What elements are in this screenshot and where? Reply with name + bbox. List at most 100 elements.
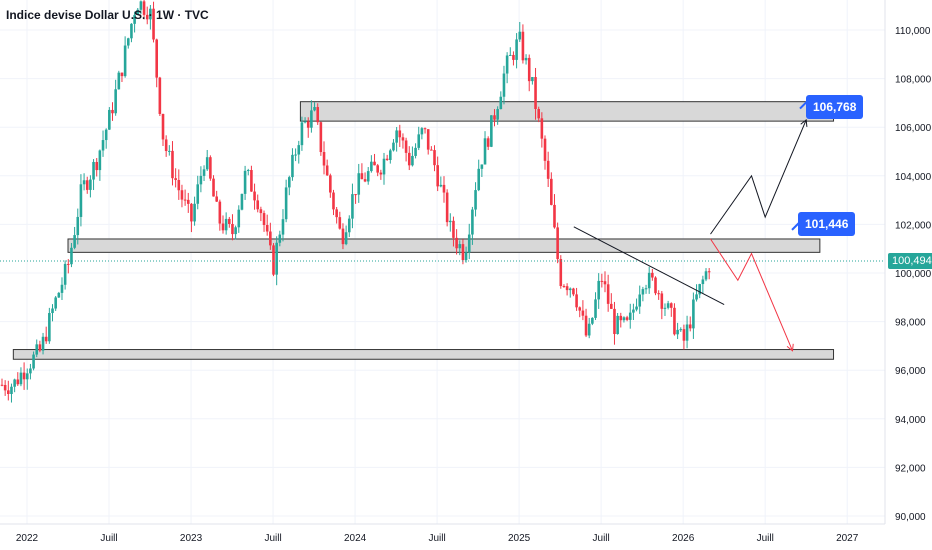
candle-body xyxy=(458,244,462,249)
candle-body xyxy=(701,279,705,285)
candle-body xyxy=(537,108,540,119)
y-tick-label: 110,000 xyxy=(895,26,931,37)
candle-body xyxy=(493,115,496,120)
x-tick-label: 2026 xyxy=(672,533,695,544)
candle-body xyxy=(136,9,140,15)
candle-body xyxy=(464,252,468,261)
support-resistance-zone[interactable] xyxy=(299,101,835,122)
y-tick-label: 102,000 xyxy=(895,220,932,231)
candle-body xyxy=(543,138,547,161)
candle-body xyxy=(411,155,414,166)
candle-body xyxy=(54,297,57,309)
candle-body xyxy=(407,152,411,166)
support-resistance-zone[interactable] xyxy=(67,238,821,253)
candle-body xyxy=(212,178,215,197)
support-resistance-zone[interactable] xyxy=(12,349,835,360)
candle-body xyxy=(341,228,345,245)
candle-body xyxy=(483,138,487,165)
projection-up-path[interactable] xyxy=(710,119,807,235)
candle-body xyxy=(41,336,45,351)
candle-body xyxy=(426,129,430,150)
candle-body xyxy=(161,113,165,140)
candle-body xyxy=(423,128,427,130)
candle-body xyxy=(287,177,291,188)
candle-body xyxy=(66,263,70,265)
candle-body xyxy=(101,140,105,151)
candle-body xyxy=(581,310,585,316)
x-tick-label: 2025 xyxy=(508,533,531,544)
candle-body xyxy=(347,218,351,233)
candle-body xyxy=(29,368,32,374)
candle-body xyxy=(126,38,130,46)
candle-body xyxy=(603,281,607,285)
y-tick-label: 98,000 xyxy=(895,318,926,329)
candle-body xyxy=(164,139,168,151)
candle-body xyxy=(420,128,424,135)
y-tick-label: 106,000 xyxy=(895,123,932,134)
candle-body xyxy=(35,344,39,355)
candles xyxy=(0,0,711,403)
candle-body xyxy=(490,115,493,147)
candle-body xyxy=(202,169,206,176)
candle-body xyxy=(584,315,588,336)
candle-body xyxy=(111,109,114,114)
candle-body xyxy=(145,14,149,20)
candle-body xyxy=(284,187,288,220)
candle-body xyxy=(540,118,544,139)
candle-body xyxy=(183,199,187,201)
candle-body xyxy=(313,107,316,111)
candle-body xyxy=(294,154,297,156)
candle-body xyxy=(10,386,13,394)
candle-body xyxy=(366,171,370,182)
candle-body xyxy=(316,107,320,123)
candle-body xyxy=(638,294,642,307)
y-tick-label: 92,000 xyxy=(895,463,926,474)
candle-body xyxy=(123,45,127,77)
candle-body xyxy=(654,277,657,294)
candle-body xyxy=(48,313,51,342)
candle-body xyxy=(92,161,95,180)
candle-body xyxy=(108,109,111,130)
projection-down-path-arrowhead xyxy=(786,343,794,352)
candle-body xyxy=(679,329,683,331)
price-zones[interactable] xyxy=(12,101,835,360)
candle-body xyxy=(25,373,29,380)
grid-lines xyxy=(0,0,885,524)
candle-body xyxy=(265,224,269,232)
candle-body xyxy=(51,308,54,314)
drawings[interactable] xyxy=(0,99,885,352)
x-tick-label: 2023 xyxy=(180,533,203,544)
candle-body xyxy=(79,184,83,217)
candle-body xyxy=(85,180,89,190)
candle-body xyxy=(171,150,174,179)
candle-body xyxy=(669,303,673,308)
candle-body xyxy=(404,140,408,153)
candle-body xyxy=(142,1,146,15)
candle-body xyxy=(243,170,247,194)
candle-body xyxy=(3,384,7,391)
candle-body xyxy=(32,354,35,369)
candle-body xyxy=(692,299,695,329)
candle-body xyxy=(246,170,250,172)
candle-body xyxy=(505,55,509,74)
candle-body xyxy=(7,390,10,394)
candle-body xyxy=(360,173,364,180)
candle-body xyxy=(351,194,354,219)
candle-body xyxy=(578,307,582,311)
candle-body xyxy=(117,72,121,90)
projection-down-path[interactable] xyxy=(710,238,793,351)
candle-body xyxy=(82,180,86,185)
candle-body xyxy=(224,218,228,231)
candle-body xyxy=(647,272,651,289)
candle-body xyxy=(524,57,528,61)
candle-body xyxy=(332,192,335,210)
candle-body xyxy=(22,372,26,380)
candle-body xyxy=(133,14,136,24)
candle-body xyxy=(452,220,455,238)
target-callout-lower[interactable]: 101,446 xyxy=(798,211,856,236)
candle-body xyxy=(562,286,566,288)
target-callout-upper[interactable]: 106,768 xyxy=(806,94,864,119)
trendline[interactable] xyxy=(573,226,725,306)
